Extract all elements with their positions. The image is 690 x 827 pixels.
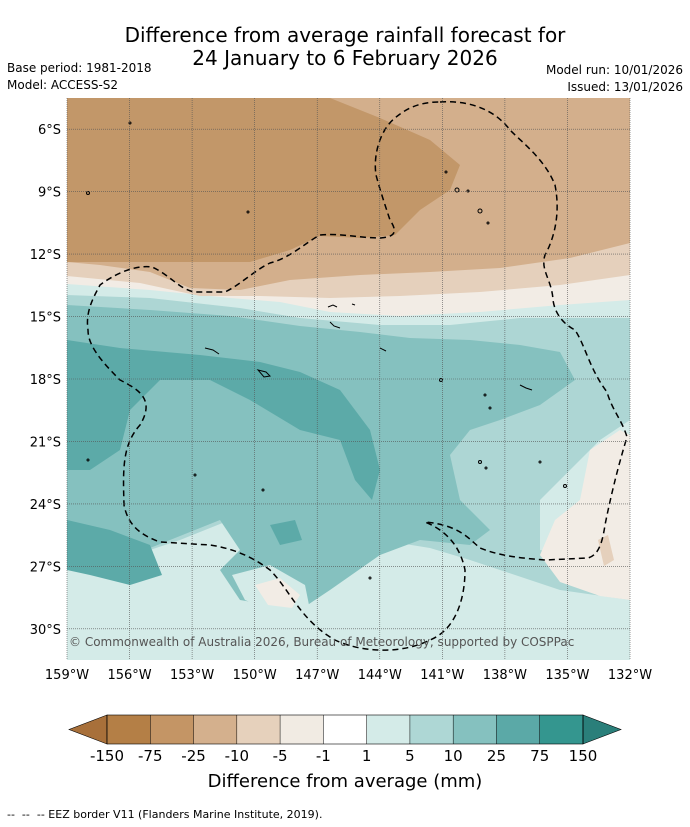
colorbar-segment bbox=[323, 715, 367, 744]
colorbar-segment bbox=[409, 715, 454, 744]
colorbar-tick-label: 10 bbox=[444, 747, 463, 765]
lon-tick-label: 156°W bbox=[107, 668, 151, 683]
longitude-labels: 159°W 156°W 153°W 150°W 147°W 144°W 141°W 138°W… bbox=[45, 668, 652, 683]
eez-border bbox=[86, 101, 628, 651]
colorbar-tick-label: -5 bbox=[273, 747, 288, 765]
dry-patch-south bbox=[255, 578, 300, 608]
colorbar-tick-label: -10 bbox=[225, 747, 250, 765]
colorbar-segment bbox=[107, 715, 151, 744]
colorbar-tick-label: -75 bbox=[138, 747, 163, 765]
colorbar-tick-label: 1 bbox=[362, 747, 372, 765]
title-line-2: 24 January to 6 February 2026 bbox=[192, 46, 498, 70]
lon-tick-label: 159°W bbox=[45, 668, 89, 683]
model-run-label: Model run: 10/01/2026 bbox=[545, 63, 683, 77]
colorbar bbox=[68, 714, 622, 745]
lat-tick-label: 24°S bbox=[30, 498, 61, 513]
colorbar-segment bbox=[453, 715, 497, 744]
lat-tick-label: 27°S bbox=[30, 560, 61, 575]
gridlines bbox=[66, 98, 631, 660]
wet-dark-patch-south bbox=[67, 520, 162, 585]
lat-tick-label: 21°S bbox=[30, 435, 61, 450]
lat-tick-label: 6°S bbox=[38, 123, 61, 138]
colorbar-tick-label: -150 bbox=[90, 747, 124, 765]
lon-tick-label: 132°W bbox=[608, 668, 652, 683]
title-line-1: Difference from average rainfall forecas… bbox=[124, 23, 566, 47]
rainfall-map: © Commonwealth of Australia 2026, Bureau… bbox=[30, 98, 652, 765]
colorbar-extend-low bbox=[68, 714, 108, 745]
colorbar-segment bbox=[150, 715, 194, 744]
colorbar-tick-label: 150 bbox=[569, 747, 598, 765]
colorbar-tick-label: 75 bbox=[530, 747, 549, 765]
dry-patch-east-inner bbox=[598, 535, 614, 566]
lat-tick-label: 9°S bbox=[38, 186, 61, 201]
colorbar-segment bbox=[236, 715, 281, 744]
colorbar-tick-label: -1 bbox=[316, 747, 331, 765]
island-outlines bbox=[86, 121, 567, 580]
lat-tick-label: 18°S bbox=[30, 373, 61, 388]
colorbar-segment bbox=[280, 715, 324, 744]
wet-dark-region bbox=[67, 340, 380, 500]
colorbar-tick-label: 25 bbox=[487, 747, 506, 765]
meta-left: Base period: 1981-2018 Model: ACCESS-S2 bbox=[7, 61, 152, 95]
lon-tick-label: 150°W bbox=[233, 668, 277, 683]
wet-dark-patch-center bbox=[270, 520, 302, 545]
copyright-notice: © Commonwealth of Australia 2026, Bureau… bbox=[69, 635, 574, 649]
colorbar-segment bbox=[193, 715, 238, 744]
colorbar-tick-label: 5 bbox=[405, 747, 415, 765]
colorbar-segment bbox=[496, 715, 541, 744]
dry-dark-region bbox=[67, 98, 460, 262]
lon-tick-label: 144°W bbox=[358, 668, 402, 683]
chart-title: Difference from average rainfall forecas… bbox=[0, 24, 690, 70]
lon-tick-label: 141°W bbox=[420, 668, 464, 683]
colorbar-tick-label: -25 bbox=[181, 747, 206, 765]
model-label: Model: ACCESS-S2 bbox=[7, 78, 119, 92]
lon-tick-label: 138°W bbox=[483, 668, 527, 683]
footer-note: -- -- -- EEZ border V11 (Flanders Marine… bbox=[7, 808, 323, 821]
issued-label: Issued: 13/01/2026 bbox=[567, 80, 683, 94]
lon-tick-label: 153°W bbox=[170, 668, 214, 683]
colorbar-segment bbox=[539, 715, 584, 744]
lon-tick-label: 147°W bbox=[295, 668, 339, 683]
latitude-labels: 6°S 9°S 12°S 15°S 18°S 21°S 24°S 27°S 30°S bbox=[30, 123, 61, 638]
base-period-label: Base period: 1981-2018 bbox=[7, 61, 152, 75]
colorbar-title: Difference from average (mm) bbox=[207, 771, 483, 792]
lat-tick-label: 15°S bbox=[30, 311, 61, 326]
map-fills: © Commonwealth of Australia 2026, Bureau… bbox=[67, 98, 630, 660]
colorbar-extend-high bbox=[582, 714, 622, 745]
lon-tick-label: 135°W bbox=[545, 668, 589, 683]
lat-tick-label: 12°S bbox=[30, 248, 61, 263]
wet-med-region bbox=[67, 305, 575, 610]
meta-right: Model run: 10/01/2026 Issued: 13/01/2026 bbox=[546, 63, 683, 97]
colorbar-labels: -150 -75 -25 -10 -5 -1 1 5 10 25 75 150 bbox=[90, 747, 597, 765]
lat-tick-label: 30°S bbox=[30, 623, 61, 638]
colorbar-segment bbox=[366, 715, 411, 744]
